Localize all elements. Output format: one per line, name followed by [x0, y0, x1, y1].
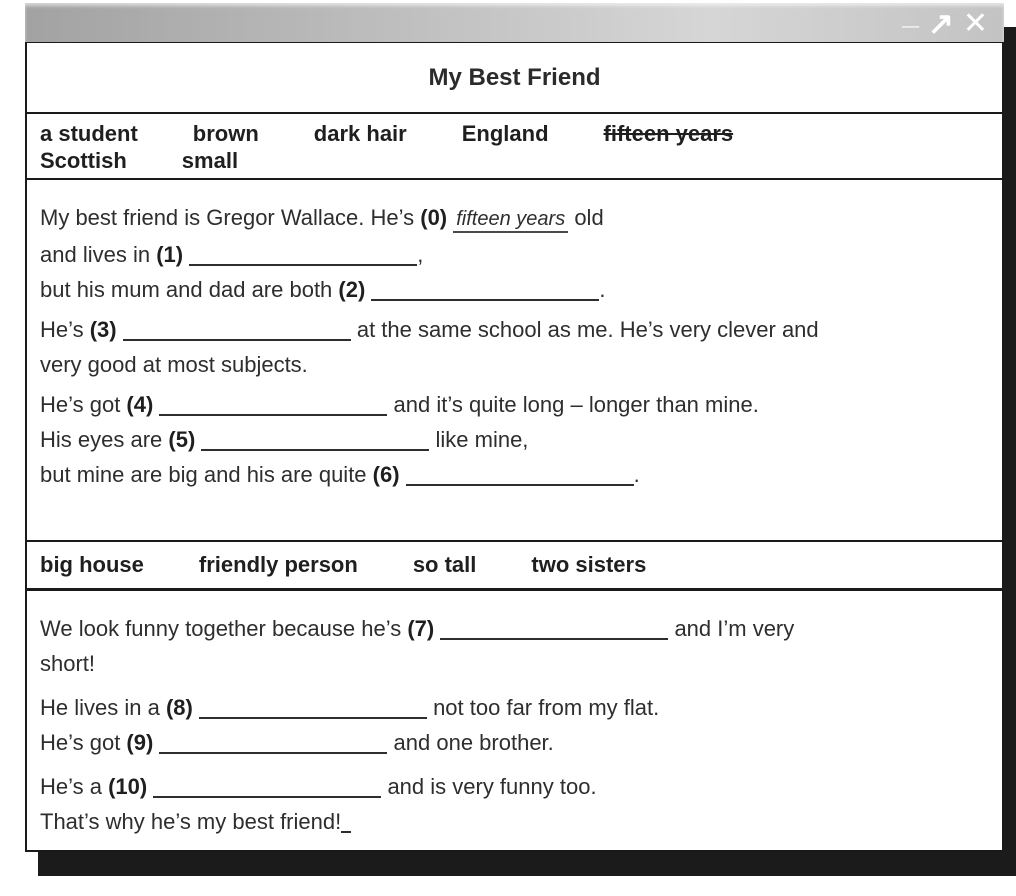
text-segment: and is very funny too. [381, 774, 597, 799]
text-segment: He’s [40, 317, 90, 342]
word-bank-2: big house friendly person so tall two siste… [27, 540, 1002, 591]
text-line: He lives in a (8) not too far from my fl… [40, 690, 989, 725]
minimize-icon[interactable]: _ [902, 0, 919, 31]
word-bank-item: brown [192, 121, 259, 146]
text-segment: We look funny together because he’s [40, 616, 408, 641]
text-segment: That’s why he’s my best friend! [40, 809, 342, 834]
example-answer: fifteen years [453, 208, 569, 233]
word-bank-row: big house friendly person so tall two siste… [40, 542, 1002, 587]
text-line: but his mum and dad are both (2) . [40, 272, 989, 307]
word-bank-item: big house [40, 552, 144, 577]
answer-blank [371, 282, 600, 301]
paragraph: My best friend is Gregor Wallace. He’s (… [40, 200, 989, 307]
text-line: That’s why he’s my best friend! [40, 804, 989, 839]
answer-blank [189, 247, 418, 266]
blank-number: (2) [338, 277, 372, 302]
answer-blank [153, 779, 382, 798]
text-segment: He’s got [40, 730, 127, 755]
word-bank-item: Scottish [40, 148, 127, 173]
page-title: My Best Friend [428, 63, 601, 91]
text-segment: not too far from my flat. [426, 695, 660, 720]
text-segment: and lives in [40, 242, 157, 267]
text-line: He’s got (4) and it’s quite long – longe… [40, 387, 989, 422]
text-line: very good at most subjects. [40, 347, 989, 382]
word-bank-item: a student [40, 121, 138, 146]
text-segment: short! [40, 651, 96, 676]
text-segment: and I’m very [668, 616, 795, 641]
answer-blank [440, 621, 669, 640]
paragraph: He’s got (4) and it’s quite long – longe… [40, 387, 989, 492]
text-segment: My best friend is Gregor Wallace. He’s [40, 205, 421, 230]
text-line: He’s (3) at the same school as me. He’s … [40, 312, 989, 347]
word-bank-1: a student brown dark hair England fifteen ye… [27, 114, 1002, 180]
answer-blank [198, 700, 427, 719]
worksheet-page: My Best Friend a student brown dark hair En… [25, 42, 1004, 852]
text-line: He’s got (9) and one brother. [40, 725, 989, 760]
text-segment: at the same school as me. He’s very clev… [350, 317, 819, 342]
paragraph: We look funny together because he’s (7) … [40, 611, 989, 681]
blank-number: (10) [108, 774, 154, 799]
blank-number: (4) [126, 392, 160, 417]
text-segment: old [568, 205, 604, 230]
text-segment: His eyes are [40, 427, 169, 452]
text-segment: like mine, [429, 427, 529, 452]
word-bank-row: Scottish small [40, 147, 1002, 174]
answer-blank [405, 467, 634, 486]
text-segment: but his mum and dad are both [40, 277, 339, 302]
text-segment: He’s got [40, 392, 127, 417]
word-bank-item: small [181, 148, 239, 173]
text-segment: He lives in a [40, 695, 166, 720]
blank-number: (6) [372, 462, 406, 487]
blank-number: (8) [165, 695, 199, 720]
blank-number: (1) [156, 242, 190, 267]
text-section-2: We look funny together because he’s (7) … [27, 591, 1002, 850]
text-line: My best friend is Gregor Wallace. He’s (… [40, 200, 989, 237]
title-row: My Best Friend [27, 43, 1002, 114]
text-segment: . [633, 462, 640, 487]
blank-number: (5) [168, 427, 202, 452]
word-bank-row: a student brown dark hair England fifteen ye… [40, 120, 1002, 147]
blank-number: (3) [89, 317, 123, 342]
text-segment: He’s a [40, 774, 109, 799]
worksheet-window: _ ↗ ✕ My Best Friend a student brown dark … [25, 0, 1004, 852]
paragraph: He’s a (10) and is very funny too. That’s… [40, 769, 989, 839]
text-line: but mine are big and his are quite (6) . [40, 457, 989, 492]
text-line: We look funny together because he’s (7) … [40, 611, 989, 646]
paragraph: He’s (3) at the same school as me. He’s … [40, 312, 989, 382]
text-line: short! [40, 646, 989, 681]
blank-number: (9) [126, 730, 160, 755]
text-line: and lives in (1) , [40, 237, 989, 272]
blank-number: (7) [407, 616, 441, 641]
answer-blank [341, 814, 352, 833]
text-line: He’s a (10) and is very funny too. [40, 769, 989, 804]
maximize-icon[interactable]: ↗ [927, 6, 954, 41]
text-section-1: My best friend is Gregor Wallace. He’s (… [27, 180, 1002, 540]
answer-blank [122, 322, 351, 341]
word-bank-item: so tall [412, 552, 477, 577]
text-segment: . [599, 277, 606, 302]
answer-blank [201, 432, 430, 451]
text-segment: and it’s quite long – longer than mine. [387, 392, 759, 417]
word-bank-item: England [461, 121, 549, 146]
text-segment: but mine are big and his are quite [40, 462, 373, 487]
answer-blank [159, 735, 388, 754]
text-segment: , [417, 242, 424, 267]
close-icon[interactable]: ✕ [962, 6, 988, 40]
word-bank-item: dark hair [313, 121, 407, 146]
blank-number: (0) [420, 205, 454, 230]
word-bank-item: friendly person [198, 552, 358, 577]
window-titlebar: _ ↗ ✕ [25, 0, 1004, 42]
word-bank-item: fifteen years [603, 121, 734, 146]
text-segment: and one brother. [387, 730, 554, 755]
word-bank-item: two sisters [531, 552, 647, 577]
text-line: His eyes are (5) like mine, [40, 422, 989, 457]
answer-blank [159, 397, 388, 416]
paragraph: He lives in a (8) not too far from my fl… [40, 690, 989, 760]
window-controls: _ ↗ ✕ [902, 0, 1004, 42]
text-segment: very good at most subjects. [40, 352, 308, 377]
